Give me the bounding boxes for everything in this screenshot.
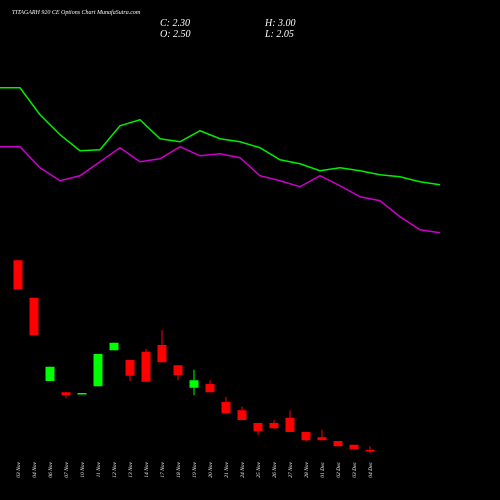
x-tick-label: 18 Nov xyxy=(176,461,182,477)
x-tick-label: 24 Nov xyxy=(239,461,246,477)
candle-body xyxy=(349,444,359,450)
candle-body xyxy=(45,366,55,381)
candle-body xyxy=(173,365,183,375)
x-tick-label: 04 Dec xyxy=(367,461,374,477)
candle-body xyxy=(29,297,39,336)
candle-body xyxy=(61,392,71,396)
x-tick-label: 01 Dec xyxy=(320,461,326,477)
candle-body xyxy=(157,345,167,363)
x-tick-label: 21 Nov xyxy=(224,461,230,477)
info-high: H: 3.00 xyxy=(264,18,296,29)
x-tick-label: 12 Nov xyxy=(112,461,118,477)
x-tick-label: 27 Nov xyxy=(288,461,294,477)
x-tick-label: 03 Nov xyxy=(16,461,22,477)
candle-body xyxy=(221,402,231,414)
x-tick-label: 20 Nov xyxy=(208,461,214,477)
chart-title: TITAGARH 920 CE Options Chart MunafaSutr… xyxy=(12,9,141,16)
candle-body xyxy=(237,410,247,420)
ma-line xyxy=(0,145,441,234)
candle-body xyxy=(125,360,135,376)
x-tick-label: 03 Dec xyxy=(352,461,358,477)
candle-body xyxy=(365,450,375,452)
candle-body xyxy=(317,437,327,441)
candle-body xyxy=(189,380,199,388)
candle-body xyxy=(269,423,279,429)
ma-line xyxy=(0,87,441,186)
info-open: O: 2.50 xyxy=(160,29,191,40)
candle-body xyxy=(333,441,343,447)
x-tick-label: 14 Nov xyxy=(143,461,150,477)
x-tick-label: 04 Nov xyxy=(31,461,38,477)
candle-body xyxy=(93,354,103,387)
info-low: L: 2.05 xyxy=(264,29,294,40)
candle-body xyxy=(13,260,23,290)
x-tick-label: 11 Nov xyxy=(96,461,102,477)
x-tick-label: 26 Nov xyxy=(272,461,278,477)
x-tick-label: 25 Nov xyxy=(256,461,262,477)
x-tick-label: 28 Nov xyxy=(304,461,310,477)
x-tick-label: 02 Dec xyxy=(336,461,342,477)
candle-body xyxy=(253,423,263,432)
candle-body xyxy=(205,384,215,393)
x-tick-label: 06 Nov xyxy=(48,461,54,477)
candle-body xyxy=(109,342,119,351)
x-tick-label: 13 Nov xyxy=(128,461,134,477)
x-tick-label: 17 Nov xyxy=(160,461,166,477)
x-tick-label: 07 Nov xyxy=(64,461,70,477)
x-tick-label: 19 Nov xyxy=(192,461,198,477)
candle-body xyxy=(141,351,151,382)
candle-body xyxy=(301,432,311,441)
candle-body xyxy=(285,417,295,432)
info-close: C: 2.30 xyxy=(160,18,190,29)
x-tick-label: 10 Nov xyxy=(80,461,86,477)
candle-body xyxy=(77,393,87,395)
